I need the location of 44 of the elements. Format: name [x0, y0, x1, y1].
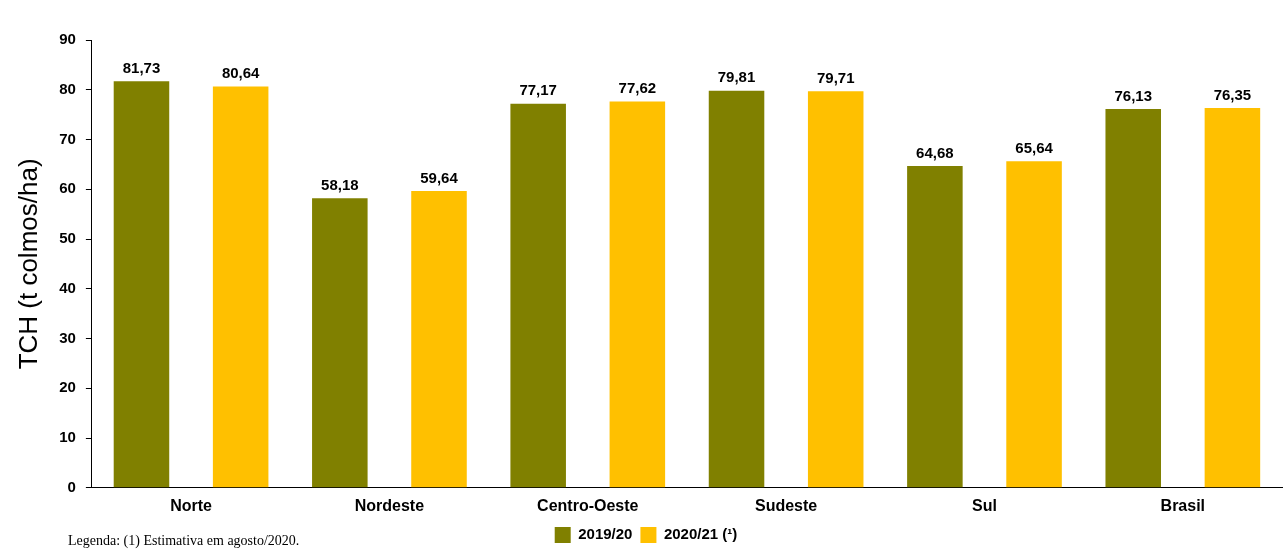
- data-label: 59,64: [420, 168, 459, 186]
- data-label: 77,62: [618, 79, 657, 97]
- data-label: 58,18: [321, 175, 359, 193]
- data-label: 76,35: [1213, 85, 1252, 103]
- bar: [807, 91, 864, 488]
- data-label: 65,64: [1015, 138, 1054, 156]
- legend-label: 2019/20: [578, 525, 633, 543]
- data-label: 80,64: [221, 64, 261, 82]
- bar: [510, 103, 566, 488]
- y-tick-label: 20: [59, 378, 76, 396]
- data-label: 81,73: [122, 58, 161, 76]
- y-tick-label: 80: [59, 79, 76, 97]
- x-tick-label: Sudeste: [754, 496, 818, 514]
- x-tick-label: Brasil: [1160, 496, 1206, 514]
- bar: [907, 165, 963, 488]
- y-tick-label: 90: [59, 30, 76, 48]
- data-label: 77,17: [519, 81, 557, 99]
- data-label: 64,68: [916, 143, 954, 161]
- x-tick-label: Centro-Oeste: [537, 496, 639, 514]
- x-tick-label: Nordeste: [354, 496, 425, 514]
- y-tick-label: 70: [59, 129, 76, 147]
- x-tick-label: Norte: [170, 496, 213, 514]
- bar: [411, 191, 467, 488]
- y-tick-label: 60: [59, 179, 76, 197]
- text: Legenda: (1) Estimativa em agosto/2020.: [68, 532, 300, 549]
- data-label: 76,13: [1114, 86, 1153, 104]
- y-tick-label: 0: [67, 477, 76, 495]
- bar: [1006, 161, 1062, 488]
- y-tick-label: 40: [59, 278, 76, 296]
- y-tick-label: 50: [59, 229, 76, 247]
- x-tick-label: Sul: [972, 496, 997, 514]
- bar: [1204, 107, 1261, 488]
- bar: [212, 86, 269, 488]
- bar: [1105, 109, 1162, 488]
- y-tick-label: 30: [59, 328, 76, 346]
- bar: [708, 90, 765, 488]
- data-label: 79,71: [816, 68, 855, 86]
- bar: [609, 101, 666, 488]
- legend-label: 2020/21 (¹): [663, 525, 738, 543]
- y-axis-title: TCH (t colmos/ha): [12, 158, 43, 370]
- y-tick-label: 10: [59, 428, 76, 446]
- bar: [113, 81, 170, 488]
- data-label: 79,81: [717, 68, 756, 86]
- bar: [312, 198, 368, 488]
